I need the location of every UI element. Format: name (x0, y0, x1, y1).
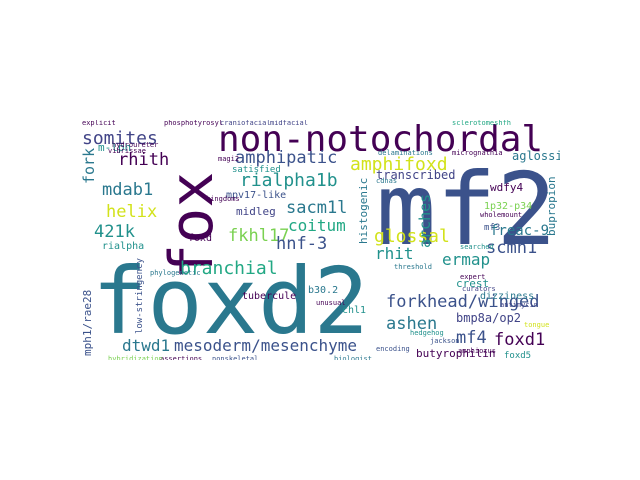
word-sacm1l: sacm1l (286, 198, 348, 218)
word-chl1: chl1 (342, 305, 367, 316)
word-foxd5: foxd5 (504, 351, 532, 361)
word-forkhead-winged: forkhead/winged (386, 292, 540, 312)
word-butyrophilin: butyrophilin (416, 347, 496, 360)
word-dizziness: dizziness (480, 291, 535, 302)
word-mf2: mf2 (376, 151, 557, 268)
word-wdfy4: wdfy4 (490, 181, 524, 194)
word-rhith: rhith (118, 150, 170, 170)
word-low-stringency: low-stringency (135, 258, 145, 334)
word-freac-9: freac-9 (490, 223, 550, 239)
word-phosphotyrosyl: phosphotyrosyl (164, 120, 224, 127)
word-helix: helix (106, 202, 158, 222)
word-tubercule: tubercule (242, 291, 297, 302)
word-mesoderm-mesenchyme: mesoderm/mesenchyme (174, 336, 358, 355)
word-hydroureter: hydroureter (112, 141, 159, 149)
word-cloud: foxd2 mf2 fox non-notochordal somites rh… (80, 120, 560, 360)
word-fkhl17: fkhl17 (228, 226, 290, 246)
word-assertions: assertions (160, 355, 203, 361)
word-ermap: ermap (442, 250, 491, 269)
word-tongue: tongue (524, 321, 550, 329)
word-fork: fork (80, 147, 98, 184)
word-mdab1: mdab1 (102, 180, 154, 200)
word-rialpha: rialpha (102, 241, 145, 252)
word-1p32-p34: 1p32-p34 (484, 201, 533, 212)
word-amphioxus: amphioxus (458, 347, 496, 355)
word-micrognathia: micrognathia (452, 149, 503, 157)
word-threshold: threshold (394, 263, 432, 271)
word-glossal: glossal (374, 226, 450, 247)
word-hnf-3: hnf-3 (276, 234, 328, 254)
word-somites: somites (82, 128, 158, 149)
word-phylogenetic: phylogenetic (150, 269, 201, 277)
word-aglossia: aglossia (512, 149, 560, 163)
word-hybridization: hybridization (108, 355, 163, 361)
word-histogenic: histogenic (357, 177, 370, 244)
word-crest: crest (456, 277, 490, 290)
word-craniofacial: craniofacial (220, 120, 271, 127)
word-b30-2: b30.2 (308, 285, 339, 296)
word-mpv17-like: mpv17-like (226, 190, 287, 201)
word-foxd2: foxd2 (92, 248, 369, 355)
word-scmh1: scmh1 (486, 238, 538, 258)
word-bupropion: bupropion (545, 176, 558, 236)
word-foxd1: foxd1 (494, 330, 546, 350)
word-rialpha1b: rialpha1b (240, 170, 338, 191)
word-midleg: midleg (236, 205, 276, 218)
word-unusual: unusual (316, 299, 346, 307)
word-midfacial: midfacial (270, 120, 308, 127)
word-421k: 421k (94, 222, 135, 242)
word-encoding: encoding (376, 345, 410, 353)
word-kingdoms: kingdoms (206, 195, 240, 203)
word-biologist: biologist (334, 355, 372, 361)
word-mf3: mf3 (484, 223, 501, 233)
word-arches: arches (416, 193, 434, 248)
word-satisfied: satisfied (232, 165, 281, 175)
word-bmp8a-op2: bmp8a/op2 (456, 311, 522, 325)
word-searched: searched (460, 243, 494, 251)
word-wholemount: wholemount (480, 211, 523, 219)
word-delaminations: delaminations (378, 149, 433, 157)
word-amphipatic: amphipatic (235, 148, 338, 168)
word-magi2: magi2 (218, 155, 240, 163)
word-coitum: coitum (288, 216, 346, 235)
word-amphifoxd: amphifoxd (350, 154, 448, 175)
word-m-lph: m-lph (98, 141, 132, 154)
word-non-notochordal: non-notochordal (218, 120, 544, 160)
word-curators: curators (462, 285, 496, 293)
word-hedgehog: hedgehog (410, 329, 444, 337)
word-antimycin: antimycin (500, 301, 538, 309)
word-foxd: foxd (188, 233, 213, 244)
word-cdnas: cdnas (376, 177, 398, 185)
word-vibrissae: vibrissae (108, 147, 146, 155)
word-sclerotomeshfh: sclerotomeshfh (452, 120, 512, 127)
word-mf4: mf4 (456, 328, 487, 348)
word-nonskeletal: nonskeletal (212, 355, 259, 361)
word-dtwd1: dtwd1 (122, 336, 171, 355)
word-branchial: branchial (180, 258, 278, 279)
word-expert: expert (460, 273, 486, 281)
word-ashen: ashen (386, 314, 438, 334)
word-explicit: explicit (82, 120, 116, 127)
word-transcribed: transcribed (376, 168, 456, 182)
word-rhit: rhit (375, 244, 414, 263)
word-jackson: jackson (430, 337, 460, 345)
word-mph1-rae28: mph1/rae28 (81, 289, 94, 356)
